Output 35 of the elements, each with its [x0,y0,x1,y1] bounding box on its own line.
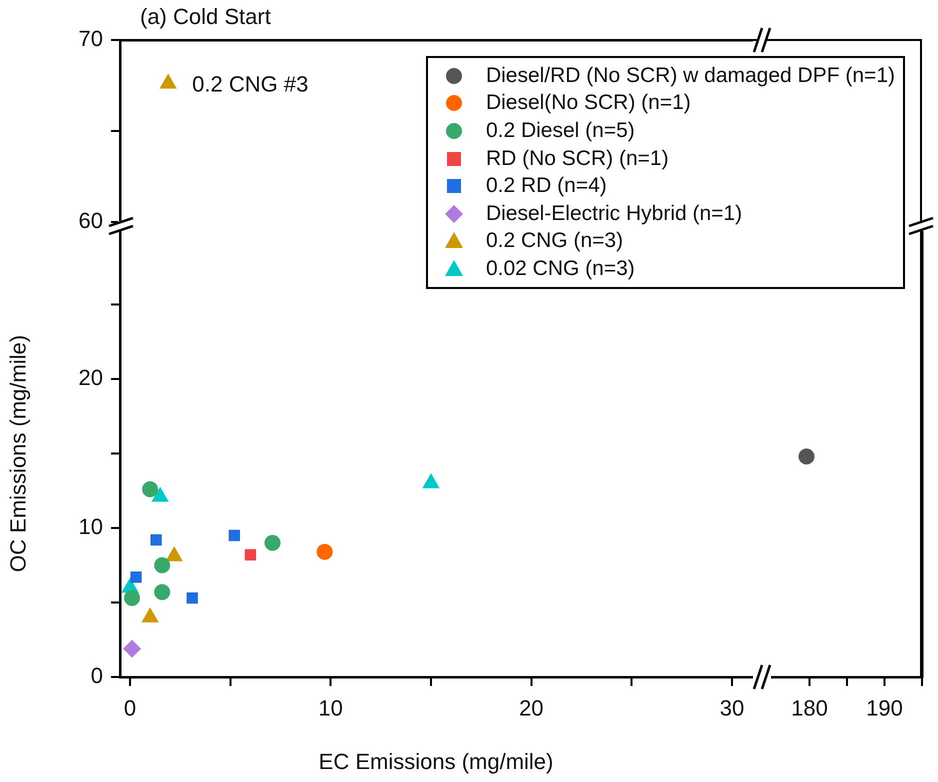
legend-label: Diesel-Electric Hybrid (n=1) [486,202,742,226]
y-tick-label: 70 [78,26,103,52]
x-tick-label: 20 [519,695,544,720]
point [150,534,162,546]
x-tick-label: 30 [720,695,744,720]
point [154,584,170,600]
point [154,557,170,574]
legend-label: Diesel/RD (No SCR) w damaged DPF (n=1) [486,64,895,88]
y-tick-label: 20 [78,365,103,390]
x-tick-label: 190 [866,695,903,720]
y-tick-label: 0 [90,663,103,688]
point [228,530,240,542]
legend-label: 0.2 RD (n=4) [486,174,607,198]
y-axis-title: OC Emissions (mg/mile) [5,334,30,572]
annotation: 0.2 CNG #3 [192,72,308,97]
x-tick-label: 10 [318,695,343,720]
point [142,481,158,498]
point [264,534,280,551]
y-tick-label: 10 [78,514,103,540]
point [316,544,333,560]
point [244,549,256,560]
point [186,592,198,604]
point [124,590,140,606]
chart-title: (a) Cold Start [140,4,271,30]
point [130,572,142,583]
x-tick-label: 0 [124,695,136,720]
legend-label: 0.02 CNG (n=3) [486,256,635,281]
legend-label: RD (No SCR) (n=1) [486,146,669,171]
x-axis-title: EC Emissions (mg/mile) [318,748,554,774]
point [123,640,142,658]
x-tick-label: 180 [791,695,828,720]
legend-label: 0.2 CNG (n=3) [486,229,624,254]
legend-label: Diesel(No SCR) (n=1) [486,91,691,116]
y-tick-label: 60 [78,208,103,234]
legend-label: 0.2 Diesel (n=5) [486,118,635,143]
